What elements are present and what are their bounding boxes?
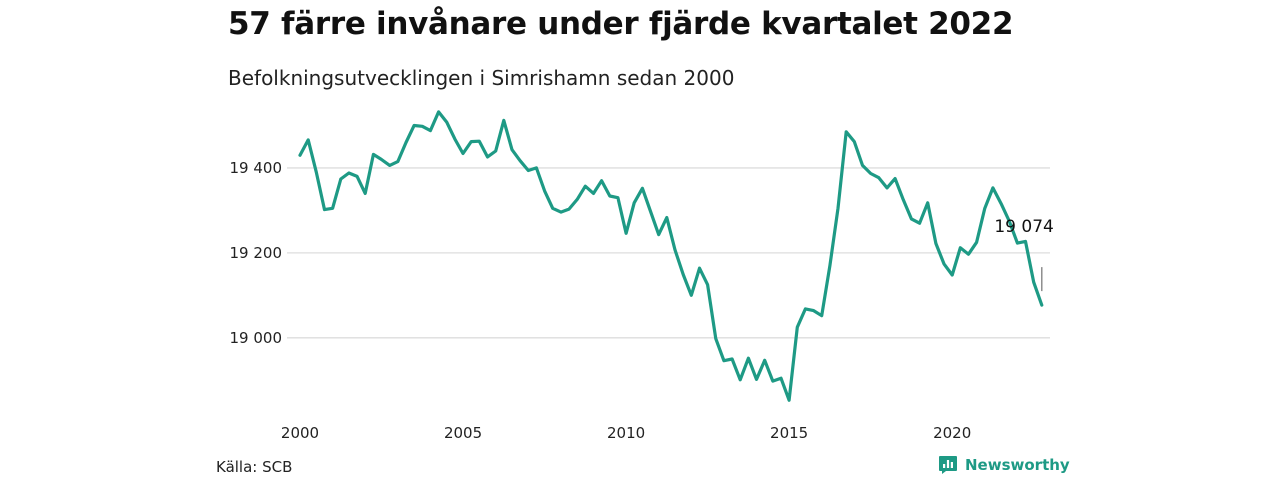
y-axis-ticks: 19 000 19 200 19 400 xyxy=(230,159,283,347)
y-tick-label: 19 000 xyxy=(230,329,283,347)
x-axis-ticks: 2000 2005 2010 2015 2020 xyxy=(281,424,971,442)
x-tick-label: 2015 xyxy=(770,424,808,442)
x-tick-label: 2020 xyxy=(933,424,971,442)
x-tick-label: 2005 xyxy=(444,424,482,442)
gridlines xyxy=(287,167,1050,339)
y-tick-label: 19 200 xyxy=(230,244,283,262)
series-population xyxy=(298,110,1044,402)
end-annotation: 19 074 xyxy=(994,217,1054,292)
bar-chart-icon xyxy=(939,456,957,474)
x-tick-label: 2010 xyxy=(607,424,645,442)
end-value-label: 19 074 xyxy=(994,217,1053,237)
chart-title: 57 färre invånare under fjärde kvartalet… xyxy=(228,6,1014,42)
x-tick-label: 2000 xyxy=(281,424,319,442)
brand-name: Newsworthy xyxy=(965,456,1070,474)
brand-logo[interactable]: Newsworthy xyxy=(938,455,1070,475)
source-credit: Källa: SCB xyxy=(216,458,293,476)
y-tick-label: 19 400 xyxy=(230,159,283,177)
series-line xyxy=(298,110,1044,402)
chart-subtitle: Befolkningsutvecklingen i Simrishamn sed… xyxy=(228,66,735,90)
